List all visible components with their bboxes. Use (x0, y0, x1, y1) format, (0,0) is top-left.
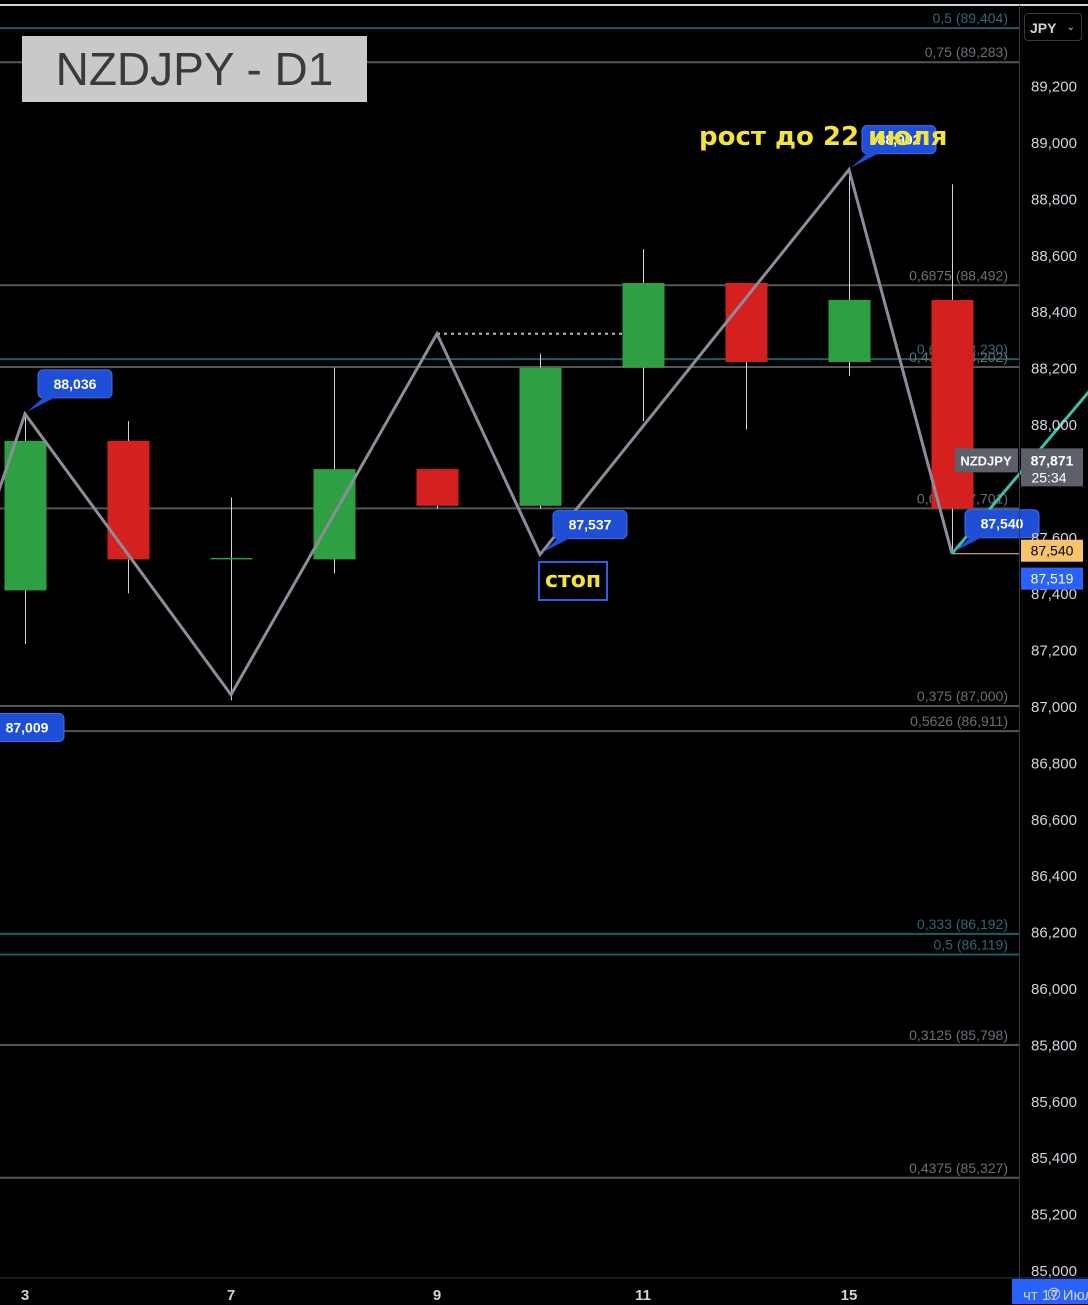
candle-body (725, 283, 768, 362)
growth-annotation: рост до 22 июля (699, 122, 948, 152)
price-tag-text: 87,519 (1031, 571, 1074, 587)
price-axis-tick: 85,000 (1031, 1263, 1077, 1280)
price-tag-text: 87,540 (1031, 543, 1074, 559)
price-axis-tick: 89,200 (1031, 79, 1077, 96)
swing-label-text: 87,540 (981, 516, 1024, 532)
price-axis-tick: 87,200 (1031, 643, 1077, 660)
price-axis-tick: 85,200 (1031, 1207, 1077, 1224)
swing-label-text: 87,537 (569, 517, 612, 533)
last-price-text: 87,871 (1031, 452, 1074, 468)
price-axis-tick: 89,000 (1031, 135, 1077, 152)
settings-target-icon[interactable]: ◎ (1047, 1285, 1061, 1302)
swing-label-box (861, 125, 937, 155)
time-axis-highlight (1012, 1279, 1088, 1304)
swing-label-pointer (27, 396, 56, 412)
price-axis-tick: 87,000 (1031, 699, 1077, 716)
price-axis-tick: 85,800 (1031, 1037, 1077, 1054)
price-axis-tick: 88,000 (1031, 417, 1077, 434)
price-axis-tick: 85,600 (1031, 1094, 1077, 1111)
price-tag-box (1021, 539, 1083, 562)
time-axis-tick: 9 (433, 1287, 441, 1304)
chart-title: NZDJPY - D1 (22, 36, 367, 102)
time-axis-tick: 3 (21, 1287, 29, 1304)
swing-label-text: 87,009 (6, 719, 49, 735)
candle-body (931, 299, 974, 509)
swing-label-box (0, 712, 65, 742)
time-axis-tick: чт 17 Июл '25 (1023, 1287, 1088, 1304)
zigzag-line (0, 166, 954, 698)
time-axis-tick: 15 (841, 1287, 858, 1304)
swing-label-text: 88,902 (878, 132, 921, 148)
price-axis-tick: 87,400 (1031, 586, 1077, 603)
price-axis-tick: 86,600 (1031, 812, 1077, 829)
swing-label-text: 88,036 (54, 376, 97, 392)
swing-label-pointer (851, 152, 880, 168)
price-axis-tick: 86,200 (1031, 925, 1077, 942)
chevron-down-icon: ⌄ (1066, 22, 1075, 33)
currency-select-value: JPY (1030, 20, 1057, 36)
symbol-tag-box (955, 448, 1018, 473)
fib-level-label: 0,375 (87,000) (917, 688, 1008, 704)
swing-label-pointer (542, 537, 571, 553)
swing-label-box (964, 509, 1040, 539)
candle-body (4, 440, 47, 591)
price-tag-box (1021, 567, 1083, 590)
swing-label-box (552, 510, 628, 540)
candle-body (519, 367, 562, 506)
candle-body (622, 283, 665, 368)
fib-level-label: 0,5 (86,119) (934, 936, 1008, 952)
price-axis-tick: 88,200 (1031, 361, 1077, 378)
candle-body (210, 557, 253, 560)
price-axis-tick: 86,800 (1031, 755, 1077, 772)
time-axis-tick: 11 (635, 1287, 651, 1304)
time-axis-tick: 7 (227, 1287, 235, 1304)
stop-annotation: стоп (538, 561, 608, 601)
symbol-tag-text: NZDJPY (960, 453, 1012, 468)
candle-body (107, 440, 150, 560)
fib-level-label: 0,4375 (85,327) (909, 1160, 1008, 1176)
countdown-text: 25:34 (1031, 469, 1066, 485)
price-axis-tick: 85,400 (1031, 1150, 1077, 1167)
price-axis-tick: 86,000 (1031, 981, 1077, 998)
price-axis-tick: 86,400 (1031, 868, 1077, 885)
target-arrow-line (950, 390, 1088, 555)
fib-level-label: 0,3125 (85,798) (909, 1027, 1008, 1043)
last-price-box (1021, 448, 1083, 487)
fib-level-label: 0,333 (86,192) (917, 916, 1008, 932)
fib-level-label: 0,6875 (88,492) (909, 267, 1008, 283)
fib-level-label: 0,5626 (86,911) (910, 713, 1008, 729)
swing-label-pointer (954, 536, 983, 552)
price-axis-tick: 88,600 (1031, 248, 1077, 265)
fib-level-label: 0,5 (89,404) (933, 10, 1009, 26)
candle-body (828, 299, 871, 362)
fib-level-label: 0,75 (89,283) (925, 44, 1008, 60)
price-axis-tick: 88,800 (1031, 191, 1077, 208)
candle-body (416, 469, 459, 506)
swing-label-box (37, 369, 113, 399)
currency-select[interactable]: JPY ⌄ (1024, 13, 1082, 41)
price-axis-tick: 88,400 (1031, 304, 1077, 321)
